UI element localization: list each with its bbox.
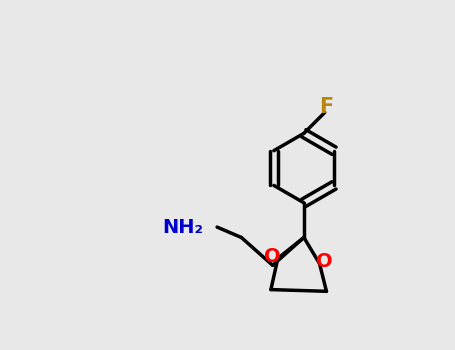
Text: O: O <box>264 247 281 266</box>
Text: F: F <box>319 97 334 117</box>
Text: NH₂: NH₂ <box>162 218 203 237</box>
Text: O: O <box>316 252 333 271</box>
